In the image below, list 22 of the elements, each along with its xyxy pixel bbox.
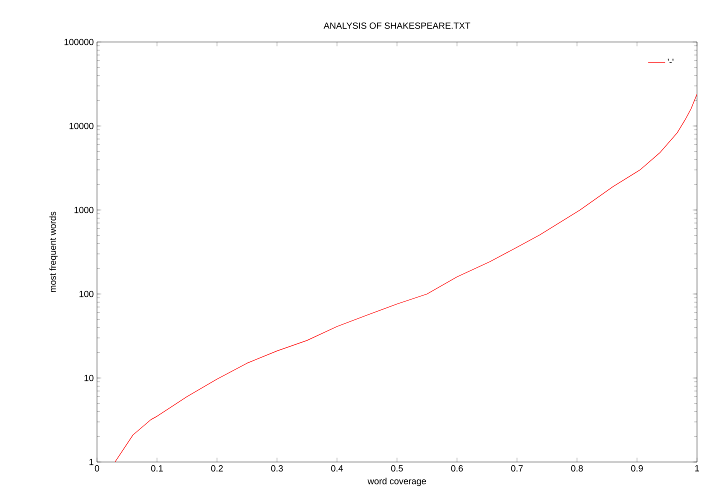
y-tick-label: 10000 — [70, 122, 94, 130]
line-series — [114, 94, 698, 462]
x-tick-label: 0 — [94, 465, 100, 472]
x-tick-label: 0.2 — [211, 465, 223, 472]
y-tick-label: 100 — [80, 290, 94, 298]
chart-title: ANALYSIS OF SHAKESPEARE.TXT — [324, 22, 470, 29]
x-tick-label: 0.3 — [271, 465, 283, 472]
x-tick-label: 0.5 — [391, 465, 403, 472]
x-tick-label: 0.9 — [631, 465, 643, 472]
x-tick-label: 0.4 — [331, 465, 343, 472]
x-axis-title: word coverage — [368, 478, 426, 486]
x-tick-label: 0.8 — [571, 465, 583, 472]
legend-label: '-' — [668, 58, 674, 63]
y-tick-label: 10 — [84, 374, 94, 382]
x-tick-label: 0.1 — [151, 465, 163, 472]
y-tick-label: 1000 — [74, 206, 94, 214]
y-tick-label: 100000 — [64, 38, 94, 46]
x-tick-label: 1 — [695, 465, 700, 472]
x-tick-label: 0.7 — [511, 465, 523, 472]
y-tick-label: 1 — [90, 458, 94, 466]
y-axis-title: most frequent words — [49, 212, 58, 292]
x-tick-label: 0.6 — [451, 465, 463, 472]
